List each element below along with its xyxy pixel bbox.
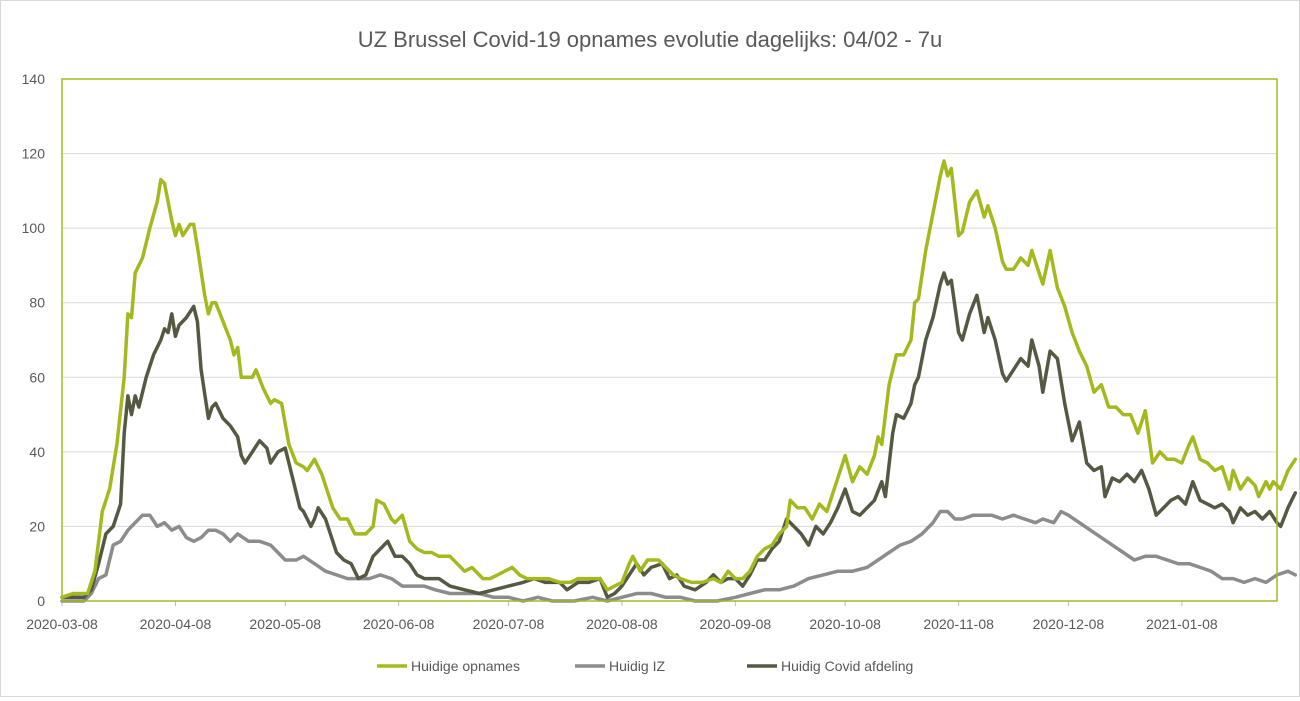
x-tick-label: 2020-11-08	[923, 616, 994, 632]
series-line-huidige-opnames	[60, 159, 1298, 600]
gridlines	[62, 153, 1277, 527]
plot-area-border	[61, 78, 1278, 602]
y-tick-label: 100	[22, 220, 46, 236]
x-tick-label: 2020-08-08	[586, 616, 658, 632]
x-tick-label: 2020-12-08	[1033, 616, 1105, 632]
y-tick-label: 40	[29, 444, 45, 460]
y-tick-label: 120	[22, 146, 46, 162]
series-line-huidig-iz	[60, 509, 1298, 603]
legend-label-huidig-iz: Huidig IZ	[609, 658, 665, 674]
legend-label-huidig-covid-afdeling: Huidig Covid afdeling	[781, 658, 913, 674]
y-tick-label: 20	[29, 518, 45, 534]
y-tick-label: 60	[29, 369, 45, 385]
x-tick-label: 2020-03-08	[26, 616, 98, 632]
y-axis-ticks: 0 20 40 60 80 100 120 140	[22, 71, 46, 609]
y-tick-label: 140	[22, 71, 46, 87]
x-tick-label: 2021-01-08	[1146, 616, 1218, 632]
x-tick-label: 2020-05-08	[249, 616, 321, 632]
x-axis-ticks: 2020-03-08 2020-04-08 2020-05-08 2020-06-08…	[26, 600, 1277, 632]
x-tick-label: 2020-04-08	[140, 616, 212, 632]
x-tick-label: 2020-09-08	[700, 616, 772, 632]
legend-label-huidige-opnames: Huidige opnames	[411, 658, 520, 674]
y-tick-label: 80	[29, 295, 45, 311]
x-tick-label: 2020-10-08	[809, 616, 881, 632]
series-line-huidig-covid-afdeling	[60, 271, 1298, 600]
chart-title: UZ Brussel Covid-19 opnames evolutie dag…	[358, 27, 943, 52]
x-tick-label: 2020-07-08	[473, 616, 545, 632]
legend: Huidige opnames Huidig IZ Huidig Covid afd…	[377, 658, 913, 674]
y-tick-label: 0	[37, 593, 45, 609]
series-lines	[60, 159, 1298, 603]
x-tick-label: 2020-06-08	[363, 616, 435, 632]
